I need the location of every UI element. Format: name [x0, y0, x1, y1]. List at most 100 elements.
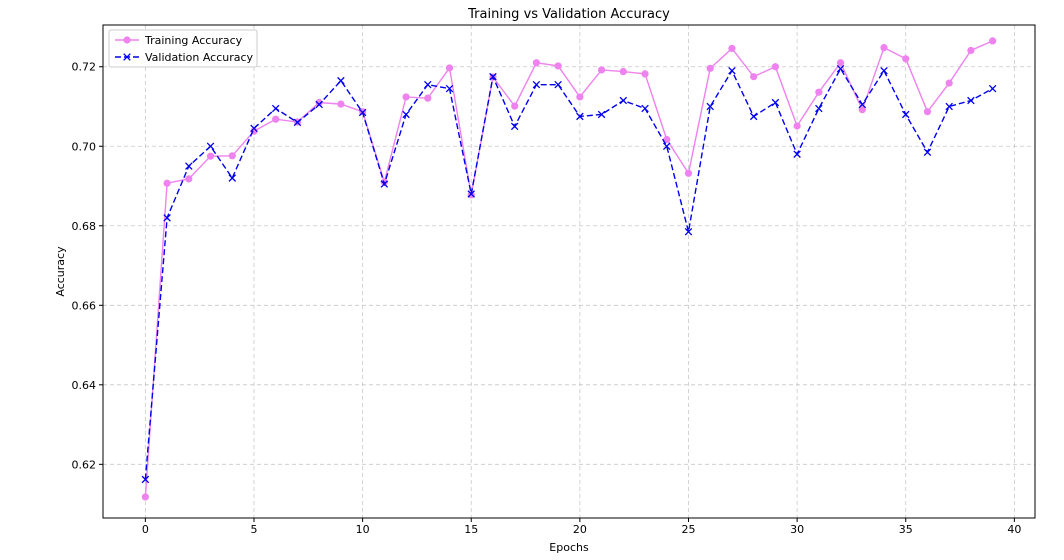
data-point: [706, 102, 714, 111]
x-tick-label: 10: [356, 523, 370, 536]
legend-label: Training Accuracy: [144, 34, 243, 47]
data-point: [250, 124, 258, 133]
x-tick-label: 5: [250, 523, 257, 536]
data-point: [684, 169, 693, 177]
legend-marker: [123, 36, 131, 44]
y-tick-label: 0.64: [72, 379, 97, 392]
data-point: [206, 142, 215, 151]
data-point: [511, 102, 519, 110]
data-point: [793, 150, 801, 158]
data-point: [206, 152, 215, 160]
data-point: [815, 88, 823, 96]
legend-entry: Training Accuracy: [115, 34, 243, 47]
data-point: [358, 108, 367, 117]
data-point: [967, 96, 975, 105]
series-training: [141, 37, 997, 501]
data-point: [597, 66, 606, 74]
plot-frame: [102, 24, 1036, 519]
x-tick-label: 0: [142, 523, 149, 536]
data-point: [576, 112, 584, 121]
data-point: [272, 115, 280, 123]
data-point: [554, 80, 562, 89]
x-axis-label: Epochs: [549, 541, 589, 554]
legend: Training Accuracy Validation Accuracy: [108, 29, 258, 68]
data-point: [163, 179, 171, 187]
series-validation: [141, 64, 997, 484]
data-point: [445, 64, 454, 72]
data-point: [554, 62, 562, 70]
data-point: [749, 112, 758, 121]
data-point: [141, 493, 149, 501]
data-point: [489, 72, 497, 81]
x-tick-label: 25: [681, 523, 695, 536]
x-tick-label: 15: [464, 523, 478, 536]
data-point: [945, 79, 953, 87]
series-line: [144, 67, 993, 480]
data-point: [706, 64, 714, 72]
data-point: [576, 93, 584, 101]
data-point: [923, 148, 932, 156]
data-point: [880, 66, 888, 75]
data-point: [445, 84, 454, 93]
data-point: [771, 63, 779, 71]
data-point: [163, 214, 171, 222]
data-point: [771, 98, 780, 107]
legend-label: Validation Accuracy: [145, 51, 254, 64]
data-point: [684, 227, 693, 236]
data-point: [315, 100, 323, 109]
data-point: [641, 104, 649, 113]
data-point: [858, 100, 867, 109]
data-point: [663, 142, 671, 151]
legend-box: [108, 29, 258, 68]
x-tick-label: 35: [899, 523, 913, 536]
data-point: [402, 110, 410, 119]
x-tick-label: 20: [573, 523, 587, 536]
y-tick-label: 0.70: [72, 140, 97, 153]
data-point: [967, 46, 975, 55]
data-point: [424, 94, 432, 102]
data-point: [619, 96, 628, 105]
data-point: [858, 106, 866, 114]
legend-entry: Validation Accuracy: [115, 51, 254, 64]
data-point: [836, 59, 845, 67]
data-point: [597, 110, 606, 119]
data-point: [728, 44, 736, 53]
series-layer: [141, 37, 997, 501]
data-point: [641, 70, 649, 78]
data-point: [988, 84, 997, 93]
x-tick-label: 40: [1007, 523, 1021, 536]
data-point: [901, 110, 910, 119]
y-tick-label: 0.66: [72, 299, 97, 312]
data-point: [619, 67, 627, 76]
data-point: [532, 80, 541, 89]
data-point: [141, 475, 150, 484]
y-tick-label: 0.72: [72, 61, 97, 74]
data-point: [315, 98, 323, 107]
x-tick-label: 30: [790, 523, 804, 536]
y-tick-label: 0.62: [72, 458, 97, 471]
data-point: [923, 108, 932, 116]
data-point: [185, 162, 193, 170]
data-point: [728, 66, 736, 75]
data-point: [902, 55, 910, 63]
grid: [103, 25, 1035, 518]
legend-marker: [123, 53, 131, 61]
data-point: [532, 59, 541, 67]
data-point: [271, 104, 280, 113]
data-point: [424, 80, 432, 89]
y-tick-label: 0.68: [72, 220, 97, 233]
data-point: [293, 118, 302, 127]
data-point: [793, 122, 801, 130]
data-point: [402, 93, 410, 101]
data-point: [989, 37, 997, 45]
data-point: [228, 152, 236, 160]
data-point: [380, 180, 389, 188]
data-point: [880, 44, 888, 52]
data-point: [467, 190, 475, 198]
data-point: [836, 64, 845, 73]
chart-title: Training vs Validation Accuracy: [467, 7, 670, 22]
data-point: [945, 102, 953, 111]
data-point: [510, 122, 519, 131]
